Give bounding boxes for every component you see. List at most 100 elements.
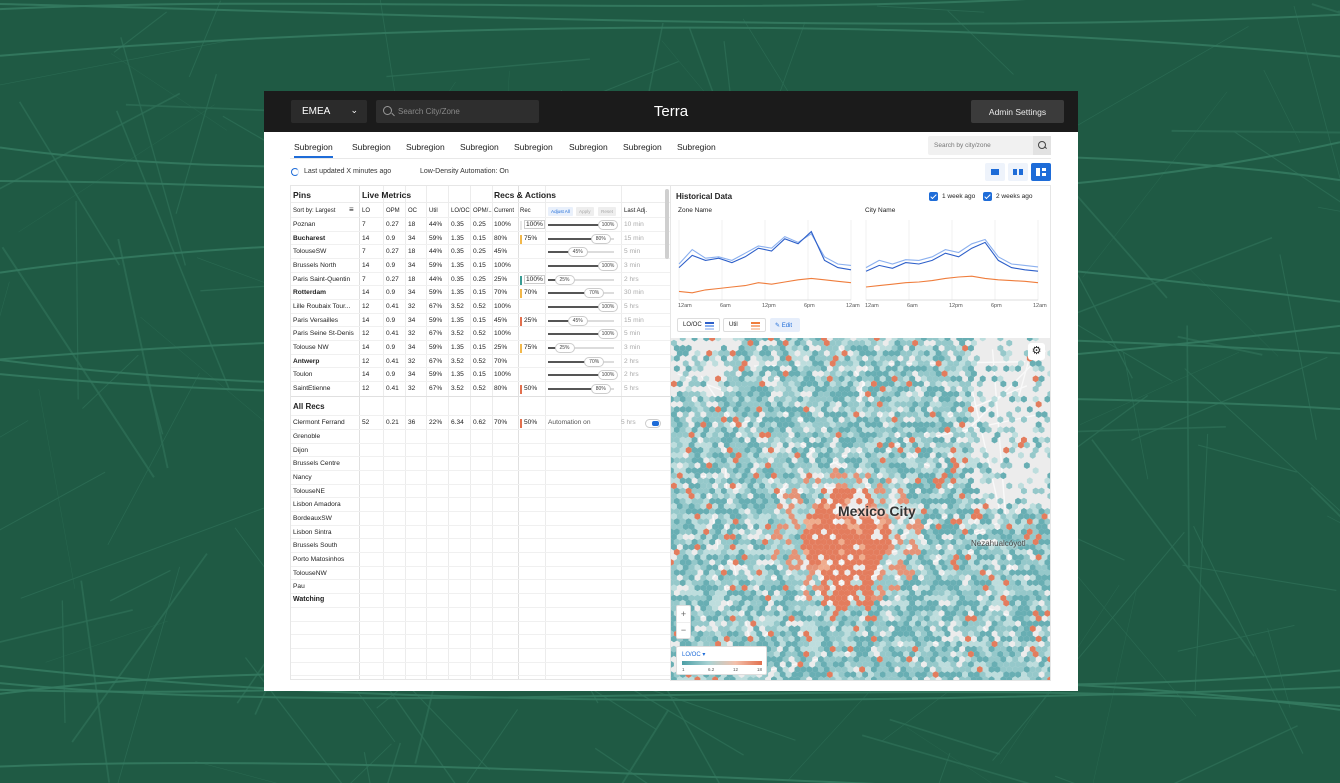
row-zone-name[interactable]: Porto Matosinhos: [293, 556, 344, 563]
row-zone-name[interactable]: Lisbon Amadora: [293, 501, 341, 508]
pin-row[interactable]: Tolouse NW 14 0.9 34 59% 1.35 0.15 25% 75% 25% 3 m…: [291, 340, 671, 354]
slider-knob[interactable]: 25%: [555, 343, 575, 353]
slider-knob[interactable]: 100%: [598, 220, 618, 230]
admin-settings-button[interactable]: Admin Settings: [971, 100, 1064, 123]
pin-row[interactable]: Antwerp 12 0.41 32 67% 3.52 0.52 70% 70% 2 hrs: [291, 354, 671, 368]
tab-subregion-3[interactable]: Subregion: [406, 142, 445, 152]
map-settings-gear-icon[interactable]: ⚙: [1028, 343, 1045, 360]
pin-row[interactable]: Rotterdam 14 0.9 34 59% 1.35 0.15 70% 70% 70% 30 m…: [291, 285, 671, 299]
rec-row[interactable]: BordeauxSW: [291, 511, 671, 525]
slider-knob[interactable]: 100%: [598, 261, 618, 271]
row-zone-name[interactable]: Brussels South: [293, 542, 337, 549]
slider-knob[interactable]: 80%: [591, 384, 611, 394]
adjust-slider[interactable]: 80%: [548, 388, 614, 390]
adjust-slider[interactable]: 45%: [548, 251, 614, 253]
row-zone-name[interactable]: Antwerp: [293, 358, 319, 365]
pin-row[interactable]: Paris Seine St-Denis 12 0.41 32 67% 3.52 0.52 1…: [291, 326, 671, 340]
rec-row[interactable]: Brussels South: [291, 538, 671, 552]
pin-row[interactable]: SaintEtienne 12 0.41 32 67% 3.52 0.52 80% 50% 80%…: [291, 381, 671, 395]
tab-subregion-5[interactable]: Subregion: [514, 142, 553, 152]
adjust-slider[interactable]: 80%: [548, 238, 614, 240]
sort-dropdown[interactable]: Sort by: Largest: [293, 208, 335, 214]
row-zone-name[interactable]: Toulon: [293, 371, 312, 378]
adjust-slider[interactable]: 25%: [548, 279, 614, 281]
automation-toggle[interactable]: [645, 419, 661, 428]
rec-row[interactable]: Lisbon Amadora: [291, 497, 671, 511]
row-zone-name[interactable]: Lille Roubaix Tour...: [293, 303, 350, 310]
pin-row[interactable]: Toulon 14 0.9 34 59% 1.35 0.15 100% 100% 2 hrs: [291, 367, 671, 381]
adjust-slider[interactable]: 70%: [548, 361, 614, 363]
pin-row[interactable]: Paris Versailles 14 0.9 34 59% 1.35 0.15 45% 25%…: [291, 313, 671, 327]
view-map-only-button[interactable]: [985, 163, 1005, 181]
week2-checkbox[interactable]: [983, 192, 992, 201]
slider-knob[interactable]: 80%: [591, 234, 611, 244]
adjust-slider[interactable]: 70%: [548, 292, 614, 294]
metric-looc-toggle[interactable]: LO/OC: [677, 318, 720, 332]
row-zone-name[interactable]: Nancy: [293, 474, 312, 481]
metric-util-toggle[interactable]: Util: [723, 318, 766, 332]
tab-subregion-8[interactable]: Subregion: [677, 142, 716, 152]
adjust-slider[interactable]: 100%: [548, 265, 614, 267]
heatmap-map[interactable]: Mexico City Nezahualcóyotl ⚙ + − LO/OC ▾…: [671, 338, 1051, 681]
row-zone-name[interactable]: Clermont Ferrand: [293, 419, 345, 426]
view-dashboard-button[interactable]: [1031, 163, 1051, 181]
search-icon[interactable]: [1033, 136, 1051, 155]
adjust-slider[interactable]: 100%: [548, 306, 614, 308]
tab-subregion-7[interactable]: Subregion: [623, 142, 662, 152]
row-zone-name[interactable]: Pau: [293, 583, 305, 590]
adjust-slider[interactable]: 45%: [548, 320, 614, 322]
slider-knob[interactable]: 45%: [568, 247, 588, 257]
apply-button[interactable]: Apply: [576, 207, 594, 216]
pin-row[interactable]: TolouseSW 7 0.27 18 44% 0.35 0.25 45% 45% 5 min: [291, 244, 671, 258]
pin-row[interactable]: Poznan 7 0.27 18 44% 0.35 0.25 100% 100% 100% 10 m…: [291, 217, 671, 231]
rec-row[interactable]: Nancy: [291, 470, 671, 484]
slider-knob[interactable]: 100%: [598, 370, 618, 380]
rec-row[interactable]: TolouseNE: [291, 484, 671, 498]
zoom-out-button[interactable]: −: [677, 623, 690, 639]
adjust-slider[interactable]: 100%: [548, 333, 614, 335]
rec-row[interactable]: Porto Matosinhos: [291, 552, 671, 566]
row-zone-name[interactable]: Poznan: [293, 221, 315, 228]
tab-subregion-6[interactable]: Subregion: [569, 142, 608, 152]
adjust-all-button[interactable]: Adjust All: [548, 207, 573, 216]
rec-row[interactable]: Pau: [291, 579, 671, 593]
slider-knob[interactable]: 45%: [568, 316, 588, 326]
row-zone-name[interactable]: Paris Saint-Quentin: [293, 276, 350, 283]
row-zone-name[interactable]: Grenoble: [293, 433, 320, 440]
subregion-search-input[interactable]: Search by city/zone: [928, 136, 1051, 155]
zoom-in-button[interactable]: +: [677, 606, 690, 623]
rec-row[interactable]: Clermont Ferrand 52 0.21 36 22% 6.34 0.62 70% 50…: [291, 415, 671, 429]
slider-knob[interactable]: 100%: [598, 302, 618, 312]
week1-checkbox[interactable]: [929, 192, 938, 201]
filter-icon[interactable]: ≡: [349, 205, 354, 214]
slider-knob[interactable]: 25%: [555, 275, 575, 285]
rec-row[interactable]: TolouseNW: [291, 566, 671, 580]
edit-button[interactable]: ✎ Edit: [770, 318, 800, 332]
slider-knob[interactable]: 70%: [584, 288, 604, 298]
row-zone-name[interactable]: Brussels Centre: [293, 460, 340, 467]
row-zone-name[interactable]: BordeauxSW: [293, 515, 332, 522]
view-split-button[interactable]: [1008, 163, 1028, 181]
row-zone-name[interactable]: TolouseNW: [293, 570, 327, 577]
tab-subregion-2[interactable]: Subregion: [352, 142, 391, 152]
row-zone-name[interactable]: Paris Seine St-Denis: [293, 330, 354, 337]
row-zone-name[interactable]: Tolouse NW: [293, 344, 329, 351]
row-zone-name[interactable]: Brussels North: [293, 262, 336, 269]
pin-row[interactable]: Brussels North 14 0.9 34 59% 1.35 0.15 100% 100%…: [291, 258, 671, 272]
tab-subregion-1[interactable]: Subregion: [294, 142, 333, 158]
rec-row[interactable]: Grenoble: [291, 429, 671, 443]
reset-button[interactable]: Reset: [598, 207, 616, 216]
adjust-slider[interactable]: 25%: [548, 347, 614, 349]
row-zone-name[interactable]: SaintEtienne: [293, 385, 330, 392]
row-zone-name[interactable]: Bucharest: [293, 235, 325, 242]
pin-row[interactable]: Bucharest 14 0.9 34 59% 1.35 0.15 80% 75% 80% 15 m…: [291, 231, 671, 245]
adjust-slider[interactable]: 100%: [548, 374, 614, 376]
row-zone-name[interactable]: Paris Versailles: [293, 317, 338, 324]
legend-metric-dropdown[interactable]: LO/OC ▾: [682, 651, 705, 658]
rec-row[interactable]: Brussels Centre: [291, 456, 671, 470]
adjust-slider[interactable]: 100%: [548, 224, 614, 226]
slider-knob[interactable]: 100%: [598, 329, 618, 339]
rec-row[interactable]: Dijon: [291, 443, 671, 457]
row-zone-name[interactable]: Lisbon Sintra: [293, 529, 332, 536]
row-zone-name[interactable]: Dijon: [293, 447, 308, 454]
